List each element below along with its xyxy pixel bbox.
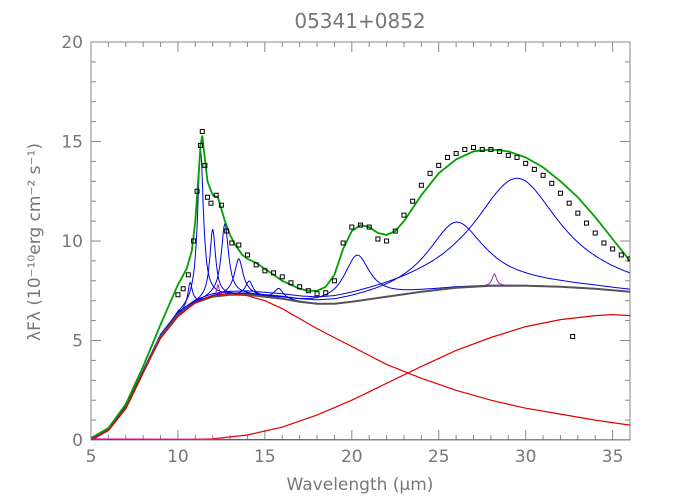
- observed-point: [202, 162, 208, 168]
- chart-title: 05341+0852: [294, 9, 425, 33]
- observed-point: [213, 192, 219, 198]
- plot-area: [91, 129, 630, 440]
- observed-point: [514, 154, 520, 160]
- x-tick-label: 10: [167, 447, 189, 467]
- plot-layers: [91, 129, 630, 440]
- y-axis-label: λFλ (10⁻¹⁰erg cm⁻² s⁻¹): [25, 143, 45, 341]
- observed-point: [366, 224, 372, 230]
- observed-point: [436, 162, 442, 168]
- observed-point: [349, 224, 355, 230]
- observed-point: [610, 246, 616, 252]
- y-tick-label: 5: [72, 332, 83, 352]
- observed-point: [540, 172, 546, 178]
- observed-point: [331, 278, 337, 284]
- observed-point: [185, 272, 191, 278]
- observed-point: [384, 238, 390, 244]
- observed-point: [236, 242, 242, 248]
- observed-point: [340, 240, 346, 246]
- blackbody-line: [91, 293, 630, 440]
- observed-point: [575, 210, 581, 216]
- observed-point: [305, 288, 311, 294]
- observed-point: [262, 268, 268, 274]
- x-tick-label: 15: [254, 447, 276, 467]
- observed-point: [488, 146, 494, 152]
- observed-point: [199, 129, 205, 135]
- observed-point: [314, 291, 320, 297]
- observed-point: [479, 146, 485, 152]
- observed-point: [549, 180, 555, 186]
- observed-point: [198, 142, 204, 148]
- x-tick-label: 35: [602, 447, 624, 467]
- observed-point: [427, 170, 433, 176]
- observed-point: [410, 198, 416, 204]
- observed-point: [505, 152, 511, 158]
- observed-point: [570, 334, 576, 340]
- observed-point: [392, 228, 398, 234]
- observed-point: [566, 200, 572, 206]
- observed-point: [375, 236, 381, 242]
- y-tick-label: 0: [72, 431, 83, 451]
- observed-point: [279, 274, 285, 280]
- observed-point: [453, 150, 459, 156]
- observed-point: [194, 188, 200, 194]
- dust-continuum-line: [91, 284, 630, 440]
- observed-point: [224, 228, 230, 234]
- dust-feature-profile: [91, 177, 630, 439]
- observed-point: [244, 252, 250, 258]
- observed-point: [358, 222, 363, 228]
- observed-point: [444, 154, 450, 160]
- stellar-line: [91, 438, 630, 440]
- observed-point: [497, 148, 503, 154]
- y-tick-label: 10: [61, 232, 83, 252]
- observed-point: [218, 202, 224, 208]
- observed-point: [418, 182, 424, 188]
- observed-point: [204, 194, 210, 200]
- observed-point: [323, 290, 329, 296]
- observed-point: [627, 256, 630, 262]
- x-tick-label: 5: [86, 447, 97, 467]
- observed-point: [523, 160, 529, 166]
- y-tick-label: 20: [61, 33, 83, 53]
- observed-point: [557, 190, 563, 196]
- observed-point: [462, 146, 468, 152]
- observed-point: [180, 286, 186, 292]
- observed-point: [592, 230, 598, 236]
- observed-point: [584, 220, 590, 226]
- observed-point: [229, 240, 235, 246]
- y-tick-label: 15: [61, 133, 83, 153]
- observed-point: [271, 270, 277, 276]
- observed-point: [208, 200, 214, 206]
- observed-point: [288, 280, 294, 286]
- observed-point: [471, 144, 477, 150]
- x-tick-label: 25: [428, 447, 450, 467]
- observed-point: [531, 166, 537, 172]
- x-tick-label: 30: [515, 447, 537, 467]
- observed-point: [253, 262, 259, 268]
- x-tick-label: 20: [341, 447, 363, 467]
- observed-point: [175, 292, 181, 298]
- observed-point: [601, 240, 607, 246]
- observed-point: [401, 212, 407, 218]
- x-axis-label: Wavelength (μm): [287, 475, 434, 495]
- observed-point: [618, 252, 624, 258]
- observed-point: [191, 238, 197, 244]
- observed-point: [297, 284, 303, 290]
